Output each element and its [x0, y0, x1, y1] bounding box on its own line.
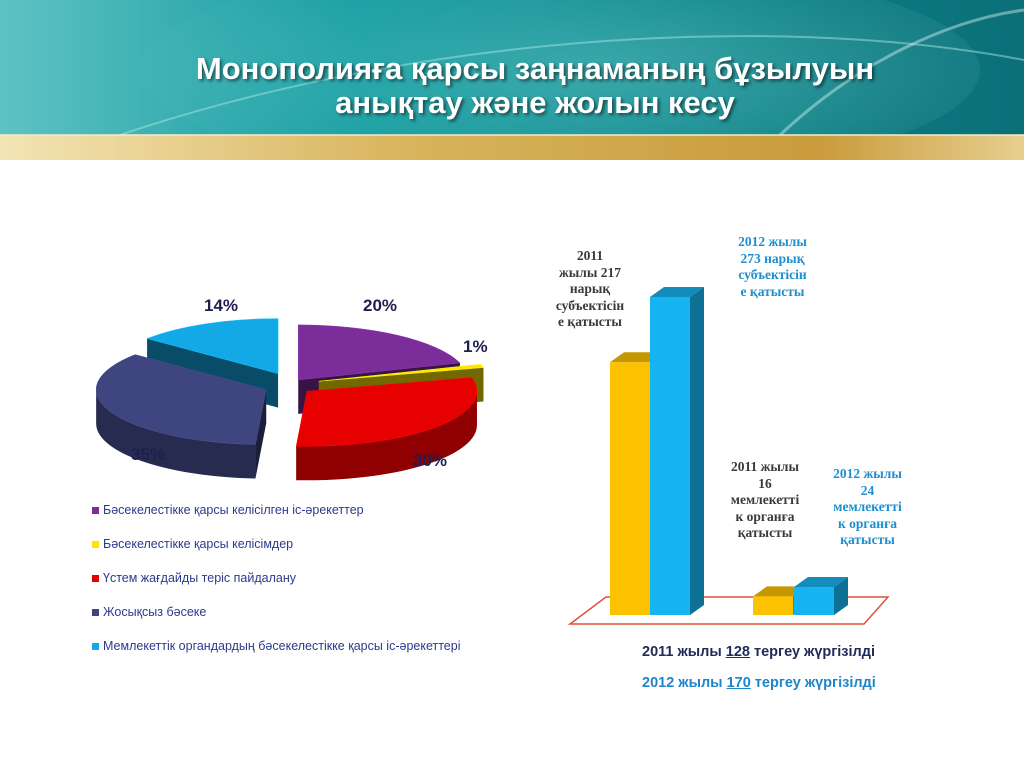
- pie-slice-red-side-0: [296, 391, 477, 481]
- pie-label-red: 30%: [413, 451, 448, 470]
- page-title: Монополияға қарсы заңнаманың бұзылуын ан…: [100, 52, 970, 120]
- bar-2012-markets-cap: [650, 287, 704, 297]
- bar-2012-state: [794, 577, 848, 615]
- legend-swatch-purple: [92, 507, 99, 514]
- ann-line: мемлекетті: [730, 492, 800, 507]
- ann-line: мемлекетті: [833, 499, 902, 514]
- bar-annotation-2011-markets: 2011 жылы 217 нарық субъектісін е қатыст…: [540, 248, 640, 331]
- ann-line: жылы 217: [558, 264, 622, 280]
- legend-label-navy: Жосықсыз бәсеке: [103, 605, 207, 619]
- ann-line: 2012 жылы: [738, 234, 807, 249]
- title-line-1: Монополияға қарсы заңнаманың бұзылуын: [195, 51, 875, 86]
- banner-gold-band: [0, 135, 1024, 160]
- summary-2011-suffix: тергеу жүргізілді: [749, 644, 875, 660]
- ann-line: субъектісін: [555, 297, 625, 313]
- summary-2011-number: 128: [725, 644, 750, 660]
- bar-2012-markets-front: [650, 297, 690, 615]
- legend-swatch-red: [92, 575, 99, 582]
- legend-label-red: Үстем жағдайды теріс пайдалану: [103, 571, 296, 585]
- pie-slice-purple-top: [297, 324, 461, 381]
- legend-label-purple: Бәсекелестікке қарсы келісілген іс-әреке…: [103, 503, 364, 517]
- banner-glow: [140, 0, 980, 160]
- legend-swatch-navy: [92, 609, 99, 616]
- bar-2011-markets-front: [610, 362, 650, 615]
- header-banner: [0, 0, 1024, 160]
- pie-slice-navy: [95, 354, 267, 479]
- ann-line: 24: [860, 482, 875, 498]
- banner-swoosh: [119, 35, 1024, 136]
- summary-2012: 2012 жылы 170 тергеу жүргізілді: [642, 675, 876, 691]
- pie-slice-red-top: [295, 377, 478, 447]
- summary-2011: 2011 жылы 128 тергеу жүргізілді: [642, 644, 875, 660]
- ann-line: е қатысты: [740, 283, 805, 299]
- bar-2011-state-cap: [753, 586, 807, 597]
- ann-line: 2011: [576, 248, 604, 263]
- ann-line: 2011 жылы: [730, 459, 800, 474]
- ann-line: 273 нарық: [740, 250, 805, 266]
- ann-line: 2012 жылы: [833, 466, 902, 481]
- summary-2012-suffix: тергеу жүргізілді: [750, 675, 876, 691]
- pie-label-navy: 35%: [131, 445, 166, 464]
- legend-label-yellow: Бәсекелестікке қарсы келісімдер: [103, 537, 294, 551]
- pie-label-purple: 20%: [363, 296, 398, 315]
- pie-slice-navy-top: [95, 354, 267, 445]
- ann-line: нарық: [569, 281, 611, 296]
- legend-swatch-cyan: [92, 643, 99, 650]
- pie-slice-cyan-top: [146, 318, 279, 374]
- ann-line: 16: [758, 475, 772, 491]
- pie-label-yellow: 1%: [463, 337, 488, 356]
- ann-line: к органға: [838, 515, 897, 531]
- banner-swoosh-2: [778, 8, 1024, 137]
- bar-2012-markets: [650, 287, 704, 615]
- ann-line: қатысты: [737, 525, 793, 540]
- pie-slice-navy-side-0: [96, 389, 256, 479]
- bar-2012-markets-side: [690, 287, 704, 615]
- ann-line: е қатысты: [558, 314, 622, 329]
- bar-2012-state-cap: [794, 577, 848, 588]
- bar-annotation-2012-state: 2012 жылы 24 мемлекетті к органға қатыст…: [820, 466, 915, 549]
- ann-line: к органға: [735, 508, 795, 524]
- summary-2012-number: 170: [726, 675, 751, 691]
- bar-2012-state-side: [834, 577, 848, 615]
- pie-slice-red: [295, 377, 478, 481]
- summary-2012-prefix: 2012 жылы: [642, 675, 727, 691]
- pie-label-cyan: 14%: [204, 296, 239, 315]
- bar-2012-state-front: [794, 587, 834, 615]
- legend-label-cyan: Мемлекеттік органдардың бәсекелестікке қ…: [103, 639, 461, 653]
- bar-2011-state-front: [753, 596, 793, 615]
- bar-annotation-2012-markets: 2012 жылы 273 нарық субъектісін е қатыст…: [715, 234, 830, 300]
- ann-line: қатысты: [840, 532, 895, 547]
- ann-line: субъектісін: [738, 267, 807, 282]
- title-line-2: анықтау және жолын кесу: [335, 85, 735, 120]
- pie-slice-yellow-top: [318, 363, 484, 382]
- legend-swatch-yellow: [92, 541, 99, 548]
- summary-2011-prefix: 2011 жылы: [642, 644, 726, 660]
- bar-annotation-2011-state: 2011 жылы 16 мемлекетті к органға қатыст…: [715, 459, 815, 542]
